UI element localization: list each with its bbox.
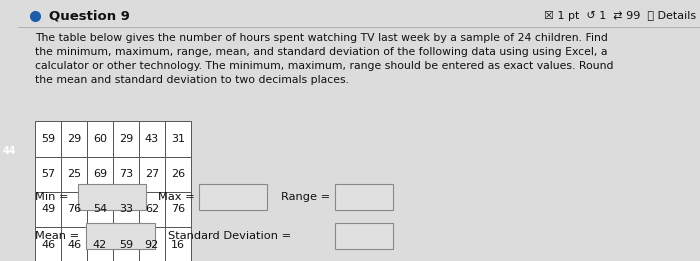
- FancyBboxPatch shape: [35, 157, 61, 192]
- Text: 76: 76: [171, 204, 185, 215]
- Text: 62: 62: [145, 204, 159, 215]
- FancyBboxPatch shape: [35, 227, 61, 261]
- Text: 60: 60: [93, 134, 107, 144]
- FancyBboxPatch shape: [113, 157, 139, 192]
- Text: 46: 46: [67, 240, 81, 250]
- FancyBboxPatch shape: [113, 227, 139, 261]
- Text: 33: 33: [119, 204, 133, 215]
- Text: The table below gives the number of hours spent watching TV last week by a sampl: The table below gives the number of hour…: [35, 33, 614, 85]
- Text: 49: 49: [41, 204, 55, 215]
- Text: 59: 59: [119, 240, 133, 250]
- Text: 73: 73: [119, 169, 133, 179]
- Text: Max =: Max =: [158, 192, 195, 202]
- FancyBboxPatch shape: [113, 192, 139, 227]
- Text: 16: 16: [171, 240, 185, 250]
- Text: 25: 25: [67, 169, 81, 179]
- FancyBboxPatch shape: [87, 192, 113, 227]
- Text: Mean =: Mean =: [35, 231, 79, 241]
- Text: 76: 76: [67, 204, 81, 215]
- FancyBboxPatch shape: [164, 157, 190, 192]
- FancyBboxPatch shape: [113, 121, 139, 157]
- Text: Range =: Range =: [281, 192, 330, 202]
- FancyBboxPatch shape: [335, 223, 393, 249]
- FancyBboxPatch shape: [86, 223, 155, 249]
- FancyBboxPatch shape: [35, 192, 61, 227]
- Text: 92: 92: [145, 240, 159, 250]
- Text: 31: 31: [171, 134, 185, 144]
- Text: Question 9: Question 9: [49, 9, 130, 22]
- FancyBboxPatch shape: [61, 227, 87, 261]
- Text: 59: 59: [41, 134, 55, 144]
- Text: ☒ 1 pt  ↺ 1  ⇄ 99  ⓘ Details: ☒ 1 pt ↺ 1 ⇄ 99 ⓘ Details: [545, 11, 696, 21]
- FancyBboxPatch shape: [87, 227, 113, 261]
- FancyBboxPatch shape: [139, 192, 164, 227]
- FancyBboxPatch shape: [199, 184, 267, 210]
- FancyBboxPatch shape: [139, 157, 164, 192]
- Text: 54: 54: [93, 204, 107, 215]
- FancyBboxPatch shape: [139, 121, 164, 157]
- Text: Min =: Min =: [35, 192, 69, 202]
- FancyBboxPatch shape: [61, 121, 87, 157]
- Text: 29: 29: [119, 134, 133, 144]
- FancyBboxPatch shape: [164, 192, 190, 227]
- Text: Standard Deviation =: Standard Deviation =: [168, 231, 291, 241]
- Text: 69: 69: [93, 169, 107, 179]
- FancyBboxPatch shape: [61, 157, 87, 192]
- FancyBboxPatch shape: [164, 227, 190, 261]
- Text: 46: 46: [41, 240, 55, 250]
- Text: 29: 29: [67, 134, 81, 144]
- FancyBboxPatch shape: [87, 121, 113, 157]
- Text: 26: 26: [171, 169, 185, 179]
- FancyBboxPatch shape: [335, 184, 393, 210]
- FancyBboxPatch shape: [35, 121, 61, 157]
- FancyBboxPatch shape: [78, 184, 146, 210]
- Text: 57: 57: [41, 169, 55, 179]
- FancyBboxPatch shape: [139, 227, 164, 261]
- FancyBboxPatch shape: [164, 121, 190, 157]
- Text: 44: 44: [2, 146, 16, 156]
- Text: 42: 42: [93, 240, 107, 250]
- Text: 27: 27: [145, 169, 159, 179]
- FancyBboxPatch shape: [87, 157, 113, 192]
- FancyBboxPatch shape: [61, 192, 87, 227]
- Text: 43: 43: [145, 134, 159, 144]
